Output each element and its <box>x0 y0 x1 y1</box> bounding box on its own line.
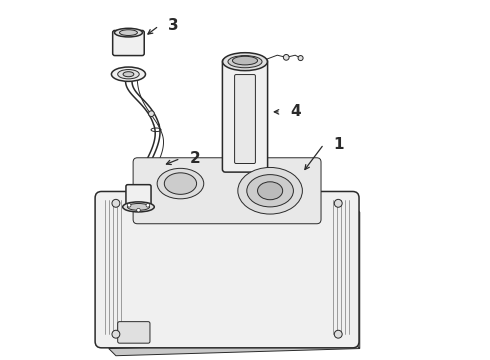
Ellipse shape <box>118 69 139 79</box>
Circle shape <box>283 54 289 60</box>
Circle shape <box>334 199 342 207</box>
Ellipse shape <box>247 175 294 207</box>
Circle shape <box>112 330 120 338</box>
Text: 1: 1 <box>333 137 343 152</box>
FancyBboxPatch shape <box>118 321 150 343</box>
Ellipse shape <box>111 67 146 81</box>
FancyBboxPatch shape <box>133 158 321 224</box>
Ellipse shape <box>122 202 154 212</box>
Ellipse shape <box>222 53 268 71</box>
Ellipse shape <box>232 56 258 65</box>
Ellipse shape <box>228 55 262 68</box>
Ellipse shape <box>120 30 137 36</box>
Ellipse shape <box>157 168 204 199</box>
Text: 3: 3 <box>168 18 178 33</box>
FancyBboxPatch shape <box>235 75 255 163</box>
Ellipse shape <box>164 173 196 194</box>
FancyBboxPatch shape <box>113 31 144 55</box>
Circle shape <box>148 111 154 117</box>
FancyBboxPatch shape <box>95 192 359 348</box>
Text: 4: 4 <box>290 104 300 120</box>
Circle shape <box>298 55 303 60</box>
FancyBboxPatch shape <box>222 59 268 172</box>
Ellipse shape <box>127 203 149 210</box>
FancyBboxPatch shape <box>126 185 151 208</box>
Circle shape <box>137 208 140 212</box>
Polygon shape <box>109 341 360 356</box>
Ellipse shape <box>115 28 143 37</box>
Circle shape <box>112 199 120 207</box>
Circle shape <box>146 203 149 207</box>
Ellipse shape <box>258 182 283 200</box>
Ellipse shape <box>123 72 134 77</box>
Ellipse shape <box>238 167 302 214</box>
Circle shape <box>334 330 342 338</box>
Polygon shape <box>353 205 360 348</box>
Text: 2: 2 <box>190 151 200 166</box>
Circle shape <box>127 203 131 207</box>
